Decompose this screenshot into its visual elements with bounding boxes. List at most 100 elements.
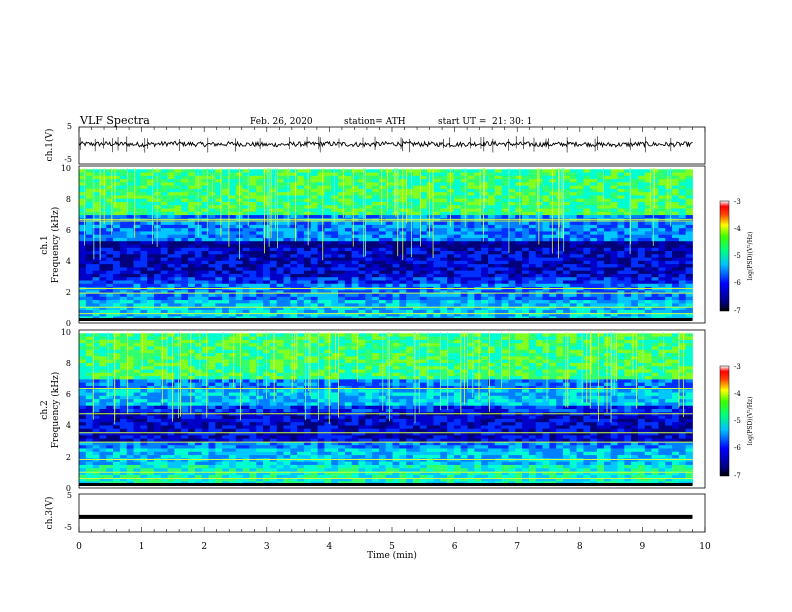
spectrogram-cell [637,198,646,203]
spectrogram-cell [283,270,291,275]
spectrogram-cell [167,260,175,265]
spectrogram-cell [542,283,550,288]
spectrogram-cell [556,293,564,298]
spectrogram-cell [188,309,196,314]
spectrogram-cell [610,192,618,196]
spectrogram-cell [331,336,339,341]
spectrogram-cell [501,172,509,177]
spectrogram-cell [126,192,134,196]
spectrogram-cell [256,231,264,236]
spectrogram-cell [631,309,639,314]
spectrogram-cell [467,169,475,173]
spectrogram-cell [637,182,646,187]
spectrogram-cell [651,251,659,255]
spectrogram-cell [235,349,243,354]
spectrogram-cell [106,346,114,351]
spectrogram-cell [494,343,503,347]
spectrogram-cell [297,198,305,203]
spectrogram-cell [624,283,632,288]
spectrogram-cell [515,172,523,177]
spectrogram-cell [522,175,530,180]
spectrogram-cell [378,215,387,219]
spectrogram-cell [590,182,598,187]
spectrogram-cell [338,179,346,183]
spectrogram-cell [153,309,162,314]
spectrogram-cell [283,296,291,301]
spectrogram-cell [181,306,189,311]
spectrogram-cell [665,296,673,301]
spectrogram-cell [522,313,530,317]
spectrogram-cell [487,211,496,216]
spectrogram-cell [126,182,134,187]
spectrogram-cell [113,280,121,285]
spectrogram-cell [631,188,639,193]
spectrogram-cell [665,273,673,278]
spectrogram-cell [310,244,318,249]
spectrogram-cell [542,356,550,361]
spectrogram-cell [562,251,571,255]
spectrogram-cell [310,264,318,268]
spectrogram-cell [617,313,625,317]
spectrogram-cell [338,280,346,285]
spectrogram-cell [228,234,237,239]
spectrogram-cell [583,296,591,301]
spectrogram-cell [317,205,325,209]
spectrogram-cell [235,293,243,298]
spectrogram-cell [283,309,291,314]
spectrogram-cell [644,231,652,236]
spectrogram-cell [208,356,216,361]
spectrogram-cell [453,333,462,337]
spectrogram-cell [501,306,509,311]
spectrogram-cell [631,172,639,177]
spectrogram-cell [467,234,475,239]
spectrogram-cell [576,195,584,200]
spectrogram-cell [126,185,134,190]
spectrogram-cell [562,273,571,278]
spectrogram-cell [222,251,230,255]
spectrogram-cell [378,244,387,249]
spectrogram-cell [447,280,455,285]
spectrogram-cell [188,192,196,196]
spectrogram-cell [644,175,652,180]
spectrogram-cell [672,244,680,249]
spectrogram-cell [338,172,346,177]
ch1-spectrogram [79,168,693,321]
spectrogram-cell [133,300,141,304]
spectrogram-cell [406,185,414,190]
spectrogram-cell [515,175,523,180]
spectrogram-cell [344,215,353,219]
spectrogram-cell [351,349,359,354]
spectrogram-cell [188,264,196,268]
spectrogram-cell [665,257,673,262]
spectrogram-cell [501,251,509,255]
spectrogram-cell [324,296,332,301]
spectrogram-cell [167,241,175,245]
spectrogram-cell [372,241,380,245]
spectrogram-cell [194,346,203,351]
spectrogram-cell [290,339,298,344]
spectrogram-cell [515,224,523,229]
spectrogram-cell [222,188,230,193]
spectrogram-cell [351,195,359,200]
spectrogram-cell [481,208,489,213]
spectrogram-cell [603,290,612,294]
spectrogram-cell [283,336,291,341]
spectrogram-cell [617,346,625,351]
spectrogram-cell [338,300,346,304]
spectrogram-cell [140,296,148,301]
spectrogram-cell [385,172,393,177]
spectrogram-cell [426,211,434,216]
spectrogram-cell [297,273,305,278]
spectrogram-cell [126,257,134,262]
spectrogram-cell [92,303,100,308]
spectrogram-cell [426,179,434,183]
spectrogram-cell [453,270,462,275]
spectrogram-cell [413,290,421,294]
spectrogram-cell [508,175,516,180]
spectrogram-cell [351,264,359,268]
spectrogram-cell [126,306,134,311]
spectrogram-cell [590,346,598,351]
spectrogram-cell [535,277,543,281]
spectrogram-cell [597,333,605,337]
spectrogram-cell [453,185,462,190]
